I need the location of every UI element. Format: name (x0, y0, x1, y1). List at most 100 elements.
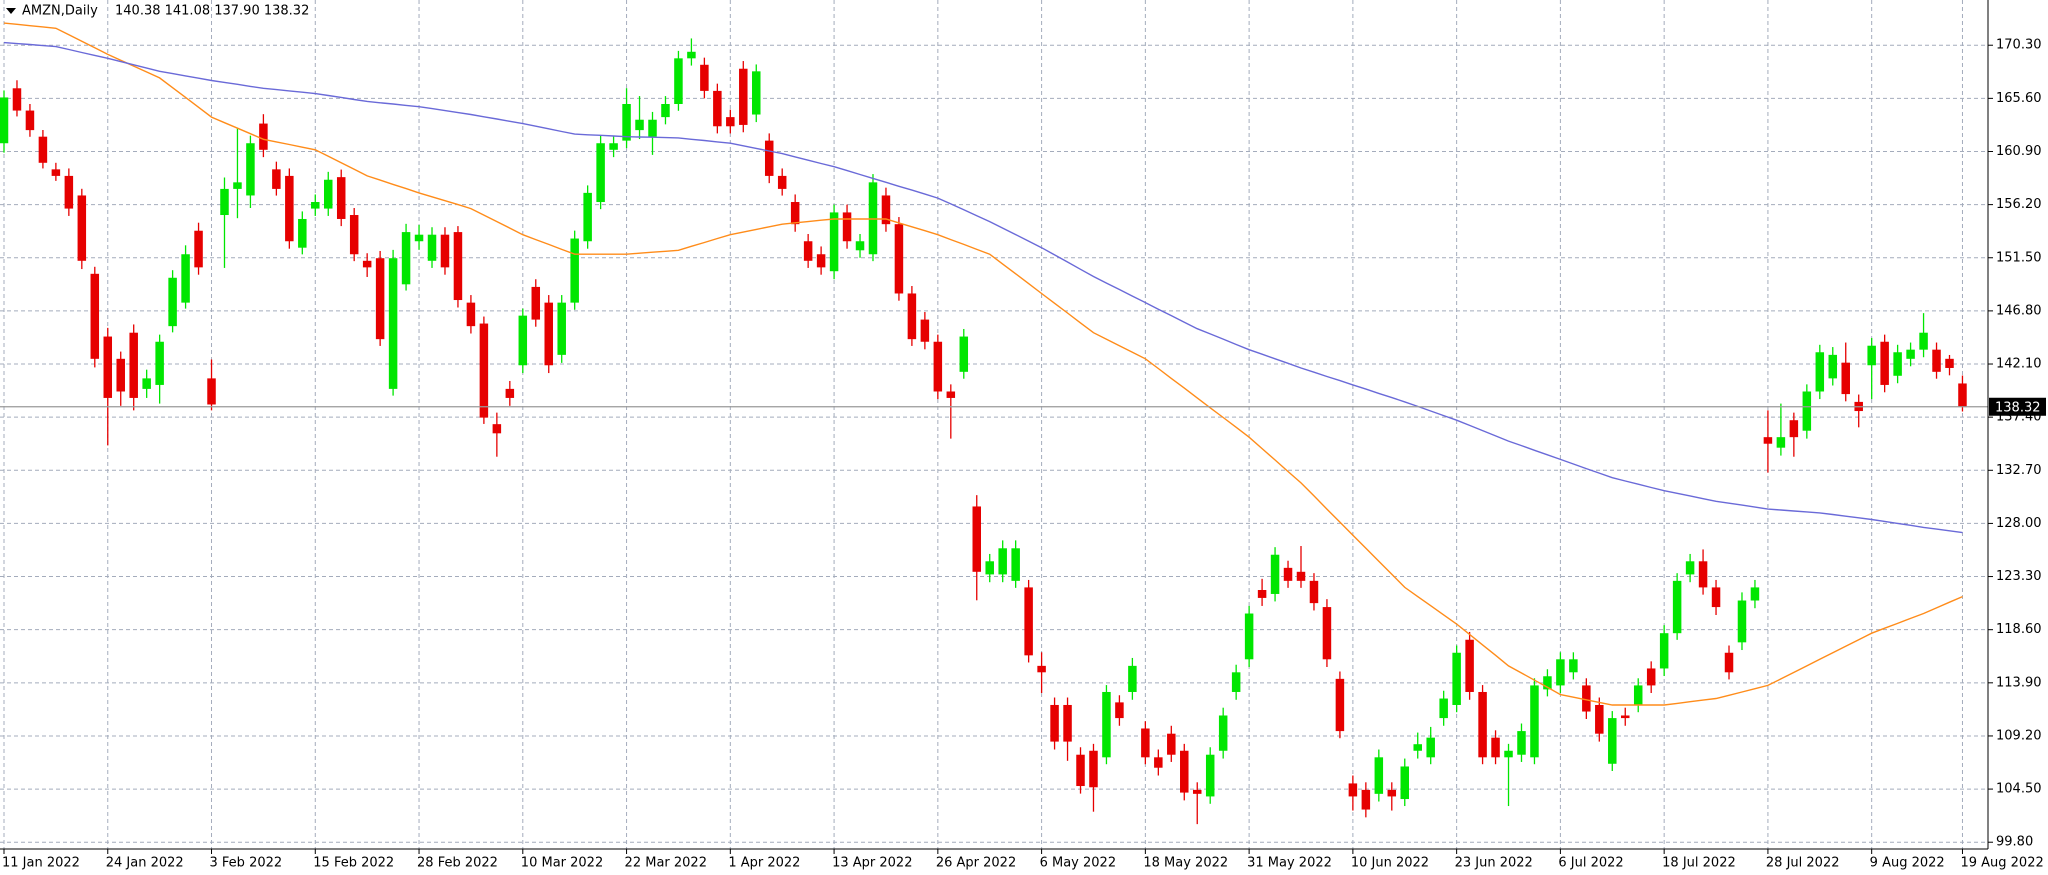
candle-body (816, 254, 826, 268)
candle-body (1880, 341, 1889, 385)
plot (0, 22, 1988, 825)
candle-body (1711, 587, 1721, 608)
candle-body (1582, 685, 1591, 712)
candle-body (103, 336, 113, 398)
candle-body (933, 341, 943, 392)
x-tick-label: 3 Feb 2022 (210, 856, 283, 871)
y-tick-label: 104.50 (1996, 782, 2042, 797)
x-tick-label: 31 May 2022 (1247, 856, 1332, 871)
candle-body (1426, 737, 1435, 758)
candle-body (1322, 607, 1332, 660)
candle-body (1400, 766, 1410, 800)
candle-body (894, 224, 904, 294)
candle-body (375, 258, 385, 340)
candle-body (77, 195, 87, 261)
candle-body (1958, 383, 1967, 407)
candle-body (1776, 437, 1786, 448)
candle-body (648, 119, 657, 137)
candle-body (1659, 633, 1669, 669)
candle-body (207, 378, 216, 405)
y-tick-label: 123.30 (1996, 569, 2042, 584)
moving-average-line (3, 22, 1963, 706)
x-tick-label: 13 Apr 2022 (832, 856, 912, 871)
candle-body (1763, 437, 1773, 444)
candle-body (739, 68, 748, 125)
x-tick-label: 19 Aug 2022 (1960, 856, 2043, 871)
candle-body (1543, 676, 1552, 690)
candle-body (777, 175, 787, 189)
candle-body (1192, 789, 1202, 794)
candle-body (1167, 733, 1176, 755)
x-tick-label: 23 Jun 2022 (1455, 856, 1533, 871)
candle-body (1633, 685, 1643, 705)
candle-body (259, 123, 268, 150)
candle-body (336, 177, 346, 219)
candle-body (427, 234, 437, 261)
candle-body (829, 212, 839, 272)
candle-body (583, 192, 592, 242)
candle-body (142, 378, 151, 389)
candle-body (12, 88, 22, 111)
menu-arrow[interactable] (6, 8, 16, 14)
candle-body (1595, 704, 1604, 734)
candle-body (998, 548, 1007, 575)
x-tick-label: 28 Feb 2022 (417, 856, 498, 871)
candle-body (1413, 744, 1422, 751)
candle-body (233, 182, 242, 189)
candle-body (868, 182, 878, 255)
candle-body (1309, 580, 1319, 604)
candle-body (1283, 567, 1293, 581)
x-tick-label: 22 Mar 2022 (625, 856, 707, 871)
candle-body (1685, 561, 1695, 575)
candle-body (1945, 358, 1954, 368)
candle-body (1180, 750, 1189, 793)
x-tick-label: 15 Feb 2022 (313, 856, 394, 871)
y-tick-label: 128.00 (1996, 516, 2042, 531)
candle-body (505, 388, 515, 398)
candle-body (1919, 332, 1928, 350)
x-tick-label: 1 Apr 2022 (728, 856, 800, 871)
candle-body (946, 391, 956, 398)
candle-body (661, 104, 670, 118)
candle-body (1257, 590, 1267, 598)
candle-body (881, 195, 891, 225)
candle-body (1828, 354, 1838, 379)
candle-body (1724, 652, 1734, 673)
candle-body (1115, 702, 1124, 719)
candle-body (220, 188, 229, 216)
candle-body (298, 218, 307, 248)
candle-body (985, 561, 994, 575)
y-tick-label: 118.60 (1996, 622, 2042, 637)
candle-body (1491, 737, 1500, 758)
x-tick-label: 10 Mar 2022 (521, 856, 603, 871)
candle-body (38, 136, 48, 163)
candle-body (622, 104, 631, 141)
candle-body (518, 315, 528, 366)
candle-body (25, 110, 35, 131)
candle-body (1361, 789, 1371, 810)
candle-body (1750, 587, 1760, 601)
candle-body (1646, 668, 1656, 686)
candle-body (479, 323, 489, 418)
candle-body (272, 169, 281, 189)
candle-body (855, 241, 865, 251)
candle-body (194, 230, 203, 268)
candle-body (1270, 554, 1280, 594)
candle-body (1452, 652, 1461, 705)
candle-body (466, 302, 476, 327)
candle-body (1815, 352, 1825, 392)
candle-body (1050, 704, 1059, 742)
candle-body (972, 506, 981, 572)
candle-body (362, 260, 372, 268)
candle-body (842, 212, 852, 242)
candle-body (1089, 750, 1098, 788)
candle-body (453, 232, 463, 301)
x-tick-label: 28 Jul 2022 (1766, 856, 1840, 871)
candle-body (1608, 718, 1617, 764)
candle-body (168, 277, 177, 327)
candle-body (388, 258, 398, 389)
y-tick-label: 109.20 (1996, 728, 2042, 743)
